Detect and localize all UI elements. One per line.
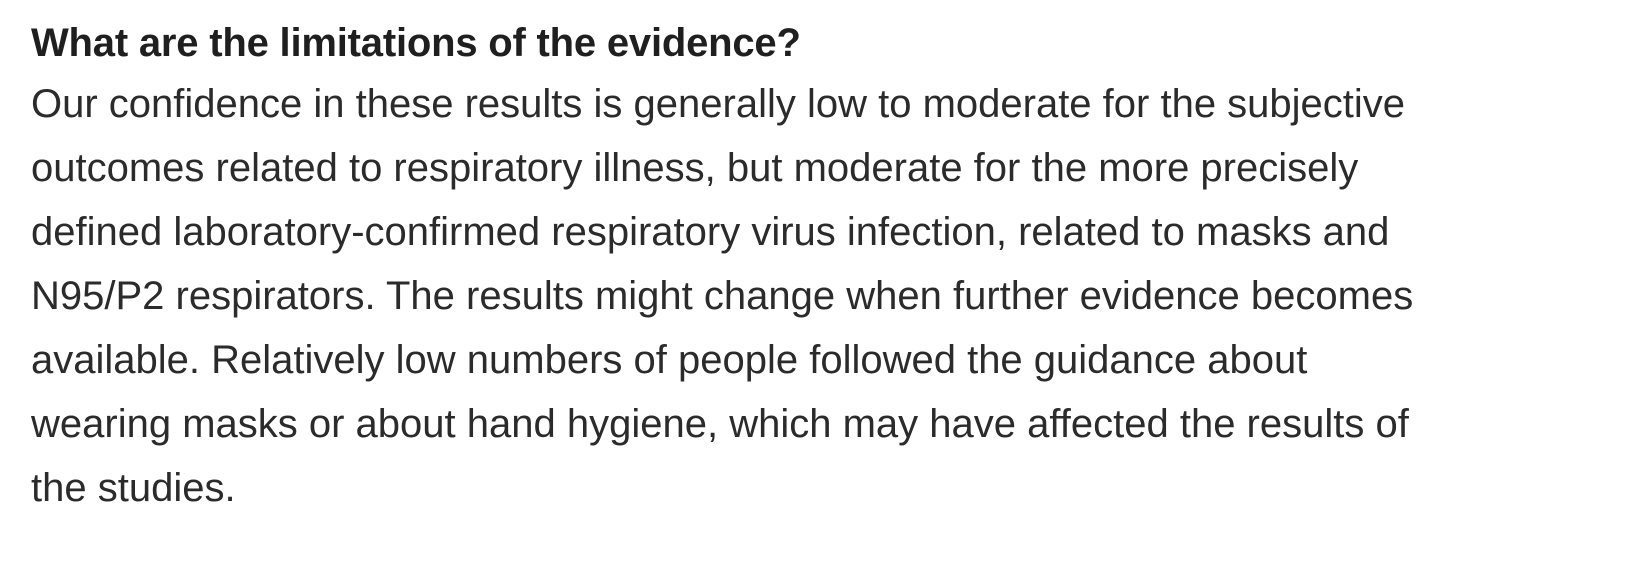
- paragraph-line: N95/P2 respirators. The results might ch…: [31, 274, 1414, 318]
- paragraph-line: the studies.: [31, 466, 236, 510]
- limitations-section: What are the limitations of the evidence…: [31, 14, 1631, 520]
- section-paragraph: Our confidence in these results is gener…: [31, 72, 1631, 520]
- paragraph-line: defined laboratory-confirmed respiratory…: [31, 210, 1390, 254]
- paragraph-line: available. Relatively low numbers of peo…: [31, 338, 1308, 382]
- paragraph-line: outcomes related to respiratory illness,…: [31, 146, 1359, 190]
- paragraph-line: wearing masks or about hand hygiene, whi…: [31, 402, 1409, 446]
- paragraph-line: Our confidence in these results is gener…: [31, 82, 1406, 126]
- section-heading: What are the limitations of the evidence…: [31, 21, 801, 65]
